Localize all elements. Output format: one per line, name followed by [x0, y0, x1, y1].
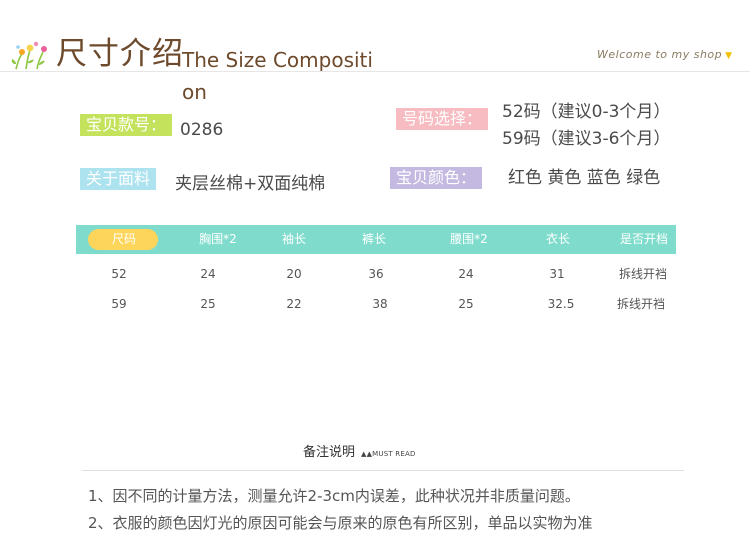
style-number-label: 宝贝款号：: [80, 114, 173, 136]
notes-title: 备注说明: [303, 445, 356, 460]
page-title-english: The Size Composition: [182, 48, 373, 104]
welcome-text: Welcome to my shop: [597, 48, 723, 61]
table-cell: 38: [372, 297, 388, 311]
table-cell: 22: [286, 297, 302, 311]
table-cell: 25: [200, 297, 216, 311]
notes-divider: [82, 470, 684, 471]
notes-heading: 备注说明 ▲▲MUST READ: [303, 441, 416, 460]
note-item: 2、衣服的颜色因灯光的原因可能会与原来的原色有所区别，单品以实物为准: [88, 514, 593, 532]
column-header-chest: 胸围*2: [199, 232, 237, 246]
note-item: 1、因不同的计量方法，测量允许2-3cm内误差，此种状况并非质量问题。: [88, 487, 580, 505]
notes-subtitle: ▲▲MUST READ: [361, 450, 416, 458]
color-label: 宝贝颜色：: [390, 167, 483, 189]
style-number-value: 0286: [180, 120, 224, 140]
color-value: 红色 黄色 蓝色 绿色: [508, 168, 661, 188]
table-cell: 拆线开裆: [618, 267, 668, 281]
column-header-waist: 腰围*2: [450, 232, 488, 246]
welcome-banner: Welcome to my shop ▼: [597, 48, 733, 61]
column-header-pants: 裤长: [361, 232, 387, 246]
size-table-header: 尺码 胸围*2 袖长 裤长 腰围*2 衣长 是否开档: [76, 225, 676, 254]
column-header-sleeve: 袖长: [281, 232, 307, 246]
size-selection-label: 号码选择：: [396, 108, 489, 130]
size-header-pill: [88, 229, 158, 250]
table-cell: 24: [458, 267, 474, 281]
table-cell: 20: [286, 267, 302, 281]
triangle-down-icon: ▼: [725, 51, 733, 61]
column-header-size: 尺码: [111, 232, 137, 246]
fabric-value: 夹层丝棉+双面纯棉: [175, 174, 326, 194]
table-cell: 32.5: [547, 297, 575, 311]
table-cell: 25: [458, 297, 474, 311]
table-cell: 24: [200, 267, 216, 281]
flowers-icon: [11, 41, 47, 70]
table-cell: 拆线开裆: [616, 297, 666, 311]
table-cell: 52: [111, 267, 127, 281]
table-cell: 31: [549, 267, 565, 281]
header-divider: [0, 71, 750, 72]
table-cell: 36: [368, 267, 384, 281]
size-option: 59码（建议3-6个月）: [502, 129, 671, 149]
column-header-crotch: 是否开档: [619, 232, 669, 246]
fabric-label: 关于面料: [80, 168, 157, 190]
table-cell: 59: [111, 297, 127, 311]
column-header-length: 衣长: [545, 232, 571, 246]
size-option: 52码（建议0-3个月）: [502, 102, 671, 122]
page-title: 尺寸介绍: [56, 36, 184, 72]
